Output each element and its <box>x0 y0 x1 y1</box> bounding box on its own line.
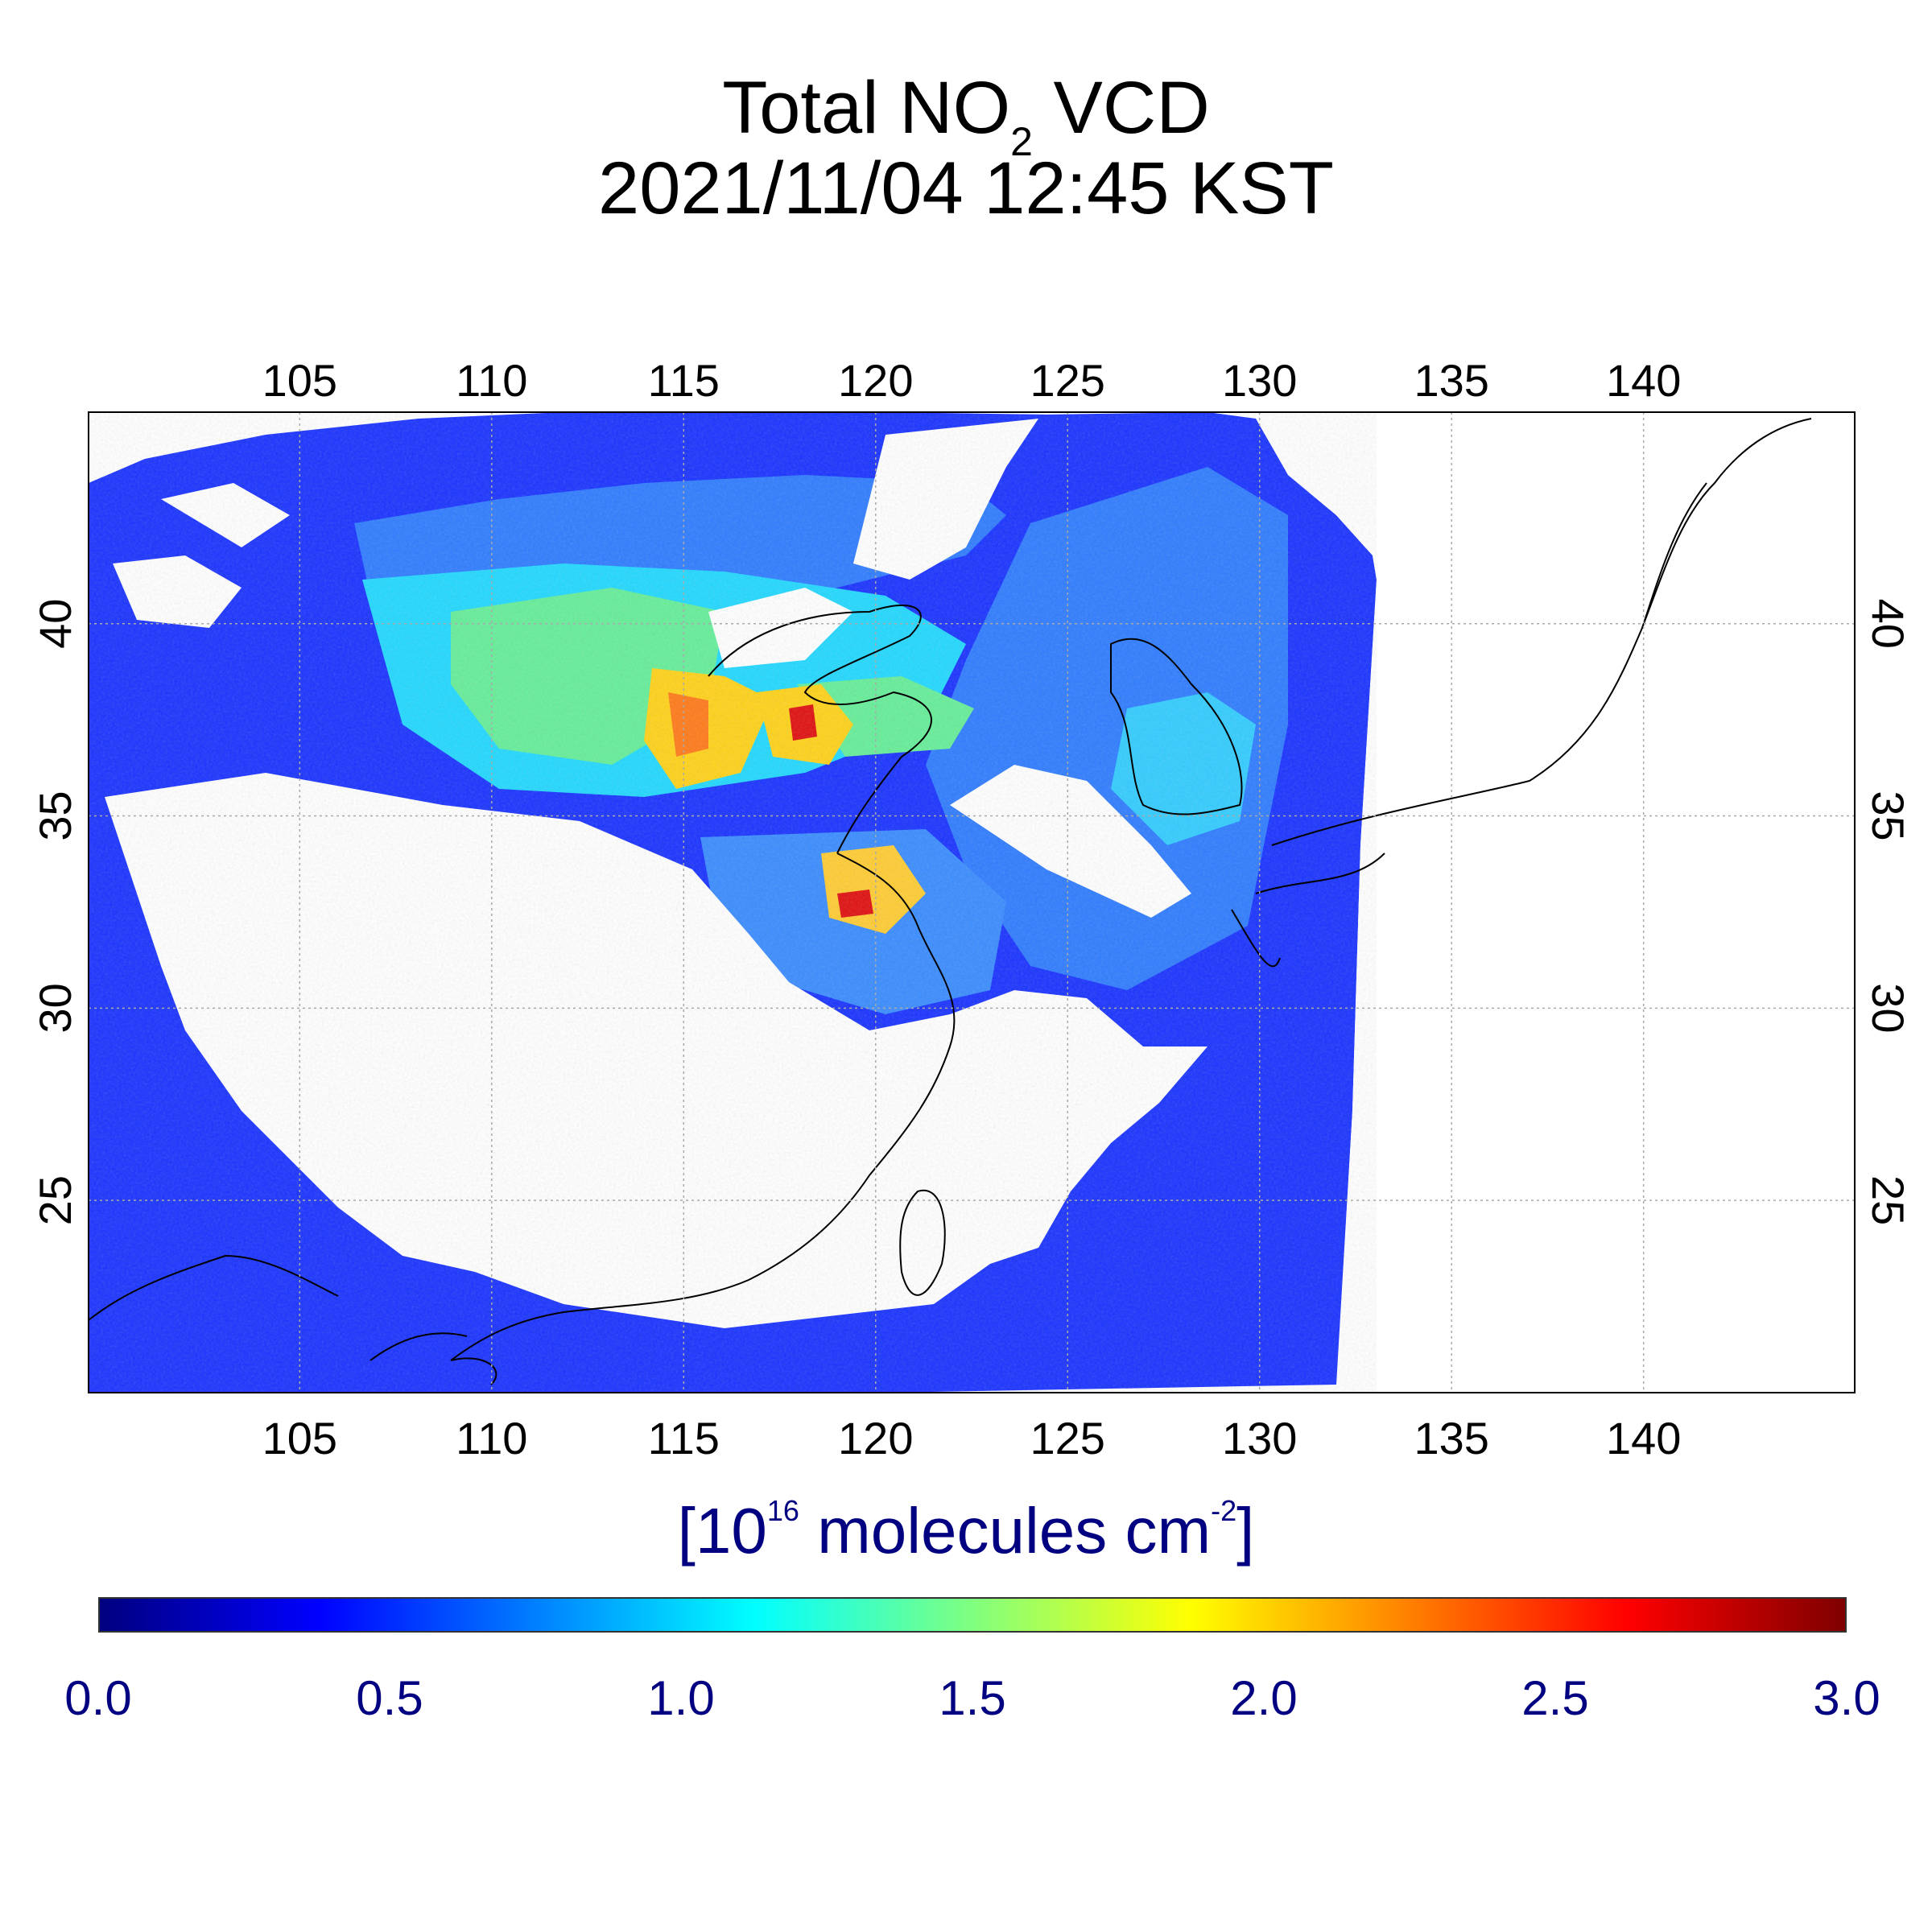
swath-edge <box>1256 412 1855 1393</box>
lon-tick-bottom: 130 <box>1222 1413 1297 1463</box>
border-inland <box>89 1254 468 1361</box>
no2-red-spot <box>789 704 817 741</box>
map-title: Total NO2 VCD <box>722 67 1210 164</box>
colorbar-tick-label: 0.0 <box>64 1671 132 1725</box>
lat-tick-right: 35 <box>1863 791 1913 840</box>
lon-tick-bottom: 115 <box>648 1413 720 1463</box>
coastlines <box>89 418 1812 1385</box>
lon-tick-top: 115 <box>648 355 720 406</box>
lat-tick-left: 35 <box>30 791 80 840</box>
colorbar-tick-label: 1.0 <box>647 1671 715 1725</box>
lon-tick-top: 120 <box>838 355 913 406</box>
lon-tick-bottom: 110 <box>456 1413 527 1463</box>
colorbar-tick-label: 1.5 <box>939 1671 1006 1725</box>
lon-tick-top: 135 <box>1414 355 1488 406</box>
lat-tick-left: 40 <box>30 599 80 649</box>
lon-tick-bottom: 120 <box>838 1413 913 1463</box>
lon-tick-bottom: 140 <box>1606 1413 1681 1463</box>
coastline-bohai <box>708 605 932 854</box>
lat-tick-right: 40 <box>1863 599 1913 649</box>
lat-tick-right: 25 <box>1863 1175 1913 1225</box>
lon-tick-top: 130 <box>1222 355 1297 406</box>
map-frame <box>88 411 1856 1393</box>
lon-tick-bottom: 125 <box>1030 1413 1105 1463</box>
lon-tick-top: 110 <box>456 355 527 406</box>
lon-tick-bottom: 135 <box>1414 1413 1488 1463</box>
colorbar-tick-label: 0.5 <box>356 1671 423 1725</box>
coastline-taiwan <box>899 1189 946 1296</box>
lat-tick-left: 25 <box>30 1175 80 1225</box>
coastline-east-china <box>450 852 956 1361</box>
lon-tick-top: 105 <box>262 355 337 406</box>
lon-tick-top: 125 <box>1030 355 1105 406</box>
axis-ticks: 105 105 110 110 115 115 120 120 125 125 130 130 135 1… <box>30 355 1913 1463</box>
lat-tick-right: 30 <box>1863 983 1913 1033</box>
graticule <box>89 412 1855 1393</box>
no2-red-spot <box>837 890 873 918</box>
map-datetime: 2021/11/04 12:45 KST <box>598 147 1334 229</box>
colorbar <box>98 1597 1847 1633</box>
colorbar-units: [1016 molecules cm-2] <box>677 1494 1255 1567</box>
colorbar-tick-label: 2.5 <box>1521 1671 1589 1725</box>
coastline-honshu-north <box>1641 418 1812 629</box>
lon-tick-bottom: 105 <box>262 1413 337 1463</box>
lon-tick-top: 140 <box>1606 355 1681 406</box>
colorbar-tick-label: 3.0 <box>1813 1671 1880 1725</box>
colorbar-tick-label: 2.0 <box>1230 1671 1298 1725</box>
no2-field <box>89 412 1855 1393</box>
coastline-korea <box>1110 638 1243 815</box>
coastline-japan <box>1231 482 1707 968</box>
coastline-hainan <box>450 1357 497 1385</box>
lat-tick-left: 30 <box>30 983 80 1033</box>
